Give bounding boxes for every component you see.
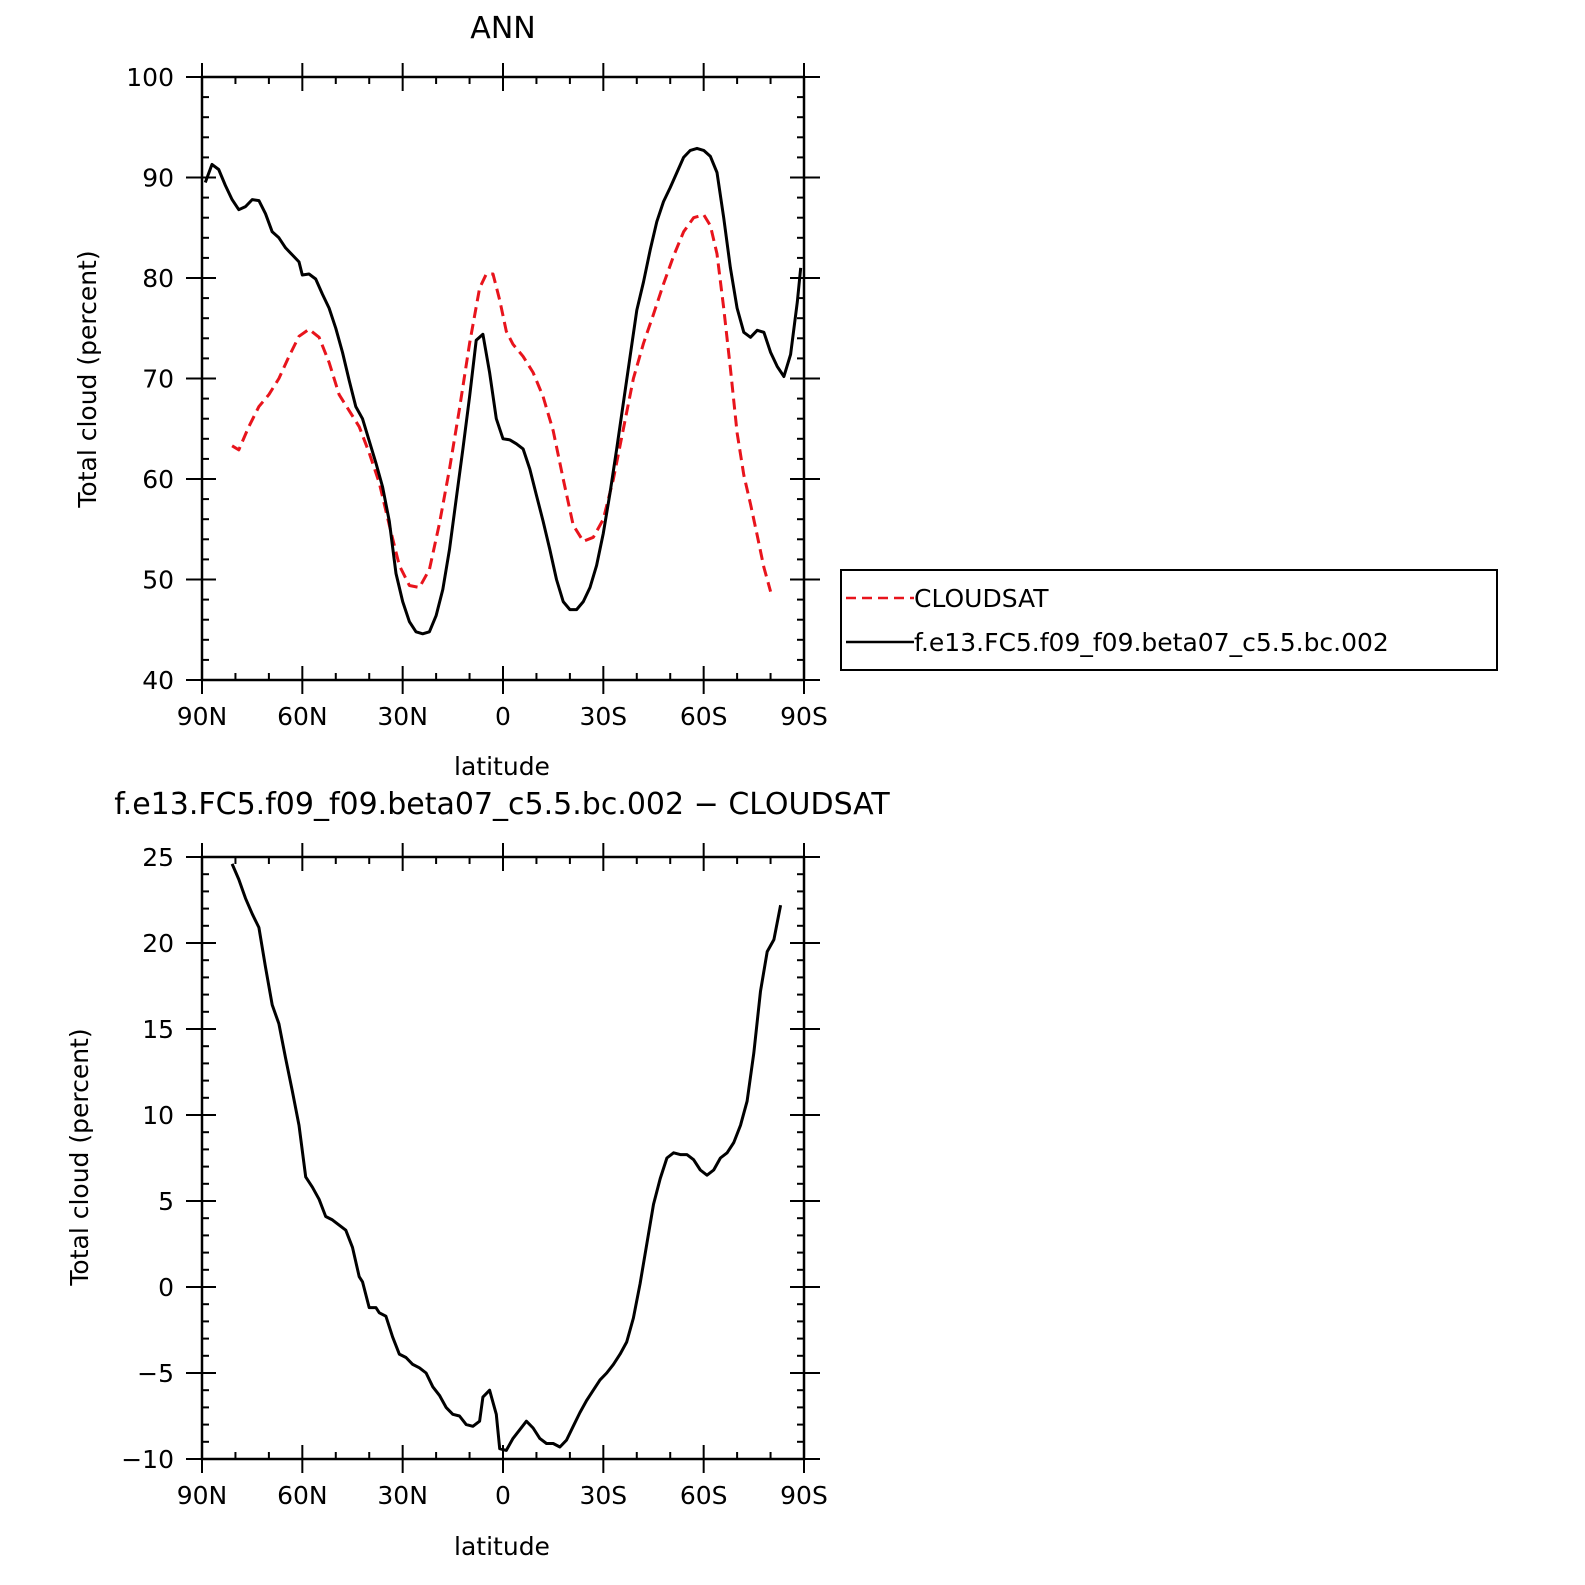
- bottom-plot-frame: [200, 855, 806, 1461]
- top-plot-frame: [200, 75, 806, 682]
- bottom-x-tick-label: 90N: [177, 1481, 228, 1510]
- top-series-lines: [203, 146, 803, 636]
- top-x-tick-label: 90N: [177, 702, 228, 731]
- bottom-y-tick-label: 0: [158, 1273, 174, 1302]
- top-x-tick-label: 30N: [377, 702, 428, 731]
- bottom-series-line-0: [230, 863, 783, 1452]
- bottom-y-tick-label: 20: [142, 929, 174, 958]
- bottom-y-axis-label: Total cloud (percent): [65, 1028, 94, 1286]
- top-x-tick-label: 90S: [780, 702, 828, 731]
- bottom-x-axis-label: latitude: [454, 1532, 550, 1561]
- bottom-series-lines: [230, 863, 783, 1452]
- bottom-y-tick-label: −5: [137, 1359, 174, 1388]
- legend-label-model: f.e13.FC5.f09_f09.beta07_c5.5.bc.002: [914, 628, 1389, 657]
- legend-label-cloudsat: CLOUDSAT: [914, 584, 1049, 613]
- bottom-x-tick-label: 60N: [277, 1481, 328, 1510]
- bottom-x-tick-label: 30N: [377, 1481, 428, 1510]
- top-series-line-0: [231, 213, 773, 593]
- top-axis-ticks: [186, 63, 820, 694]
- bottom-y-tick-label: 10: [142, 1101, 174, 1130]
- legend-box: [840, 569, 1498, 671]
- top-x-tick-labels: 90N 60N 30N 0 30S 60S 90S: [177, 702, 828, 731]
- top-panel: ANN latitude Total cloud (percent) 90N 60…: [73, 11, 1498, 781]
- bottom-y-tick-label: −10: [121, 1445, 174, 1474]
- top-x-tick-label: 30S: [579, 702, 627, 731]
- bottom-y-tick-label: 5: [158, 1187, 174, 1216]
- bottom-x-tick-label: 30S: [579, 1481, 627, 1510]
- top-y-tick-label: 50: [142, 566, 174, 595]
- top-x-tick-label: 0: [495, 702, 511, 731]
- bottom-x-tick-label: 90S: [780, 1481, 828, 1510]
- top-y-tick-labels: 40 50 60 70 80 90 100: [126, 63, 174, 695]
- top-y-tick-label: 60: [142, 465, 174, 494]
- bottom-x-tick-labels: 90N 60N 30N 0 30S 60S 90S: [177, 1481, 828, 1510]
- legend: CLOUDSAT f.e13.FC5.f09_f09.beta07_c5.5.b…: [840, 569, 1498, 671]
- top-x-tick-label: 60N: [277, 702, 328, 731]
- top-chart-title: ANN: [470, 11, 535, 46]
- bottom-panel: f.e13.FC5.f09_f09.beta07_c5.5.bc.002 − C…: [65, 787, 890, 1561]
- top-x-axis-label: latitude: [454, 752, 550, 781]
- top-x-tick-label: 60S: [680, 702, 728, 731]
- bottom-y-tick-label: 15: [142, 1015, 174, 1044]
- top-y-tick-label: 100: [126, 63, 174, 92]
- top-y-tick-label: 80: [142, 264, 174, 293]
- bottom-x-tick-label: 60S: [680, 1481, 728, 1510]
- top-y-axis-label: Total cloud (percent): [73, 250, 102, 508]
- top-y-tick-label: 40: [142, 666, 174, 695]
- bottom-axis-ticks: [186, 843, 820, 1473]
- top-y-tick-label: 90: [142, 164, 174, 193]
- bottom-y-tick-labels: −10 −5 0 5 10 15 20 25: [121, 843, 174, 1474]
- bottom-chart-title: f.e13.FC5.f09_f09.beta07_c5.5.bc.002 − C…: [114, 787, 890, 822]
- top-series-line-1: [203, 146, 803, 636]
- bottom-x-tick-label: 0: [495, 1481, 511, 1510]
- top-y-tick-label: 70: [142, 365, 174, 394]
- bottom-y-tick-label: 25: [142, 843, 174, 872]
